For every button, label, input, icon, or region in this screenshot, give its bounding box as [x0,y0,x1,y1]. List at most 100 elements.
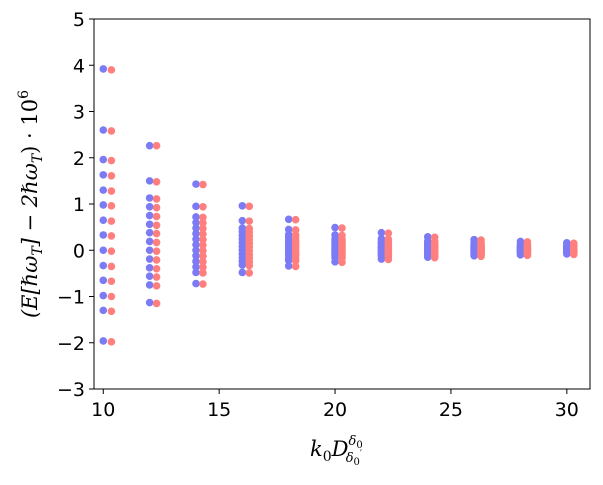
data-point-s2-c1-p12 [152,282,161,290]
data-point-s2-c0-p0 [107,66,116,74]
y-tick-label-3: 0 [73,240,85,262]
data-point-s2-c0-p13 [107,338,116,346]
x-label-part-prime: ′ [360,449,363,460]
x-axis-ticks: 10 15 20 25 30 [91,389,579,421]
y-axis-ticks: −3 −2 −1 0 1 2 3 4 5 [57,9,94,401]
data-point-s2-c1-p2 [152,195,161,203]
data-point-s2-c0-p4 [107,187,116,195]
data-point-s1-c2-p4 [192,224,200,232]
data-point-s1-c1-p2 [145,194,154,202]
data-point-s1-c2-p2 [192,213,200,221]
data-point-s1-c3-p0 [238,202,247,210]
data-point-s1-c0-p8 [99,246,108,255]
data-point-s1-c1-p0 [145,141,154,150]
x-tick-label-1: 15 [207,399,231,421]
data-point-s2-c4-p13 [291,262,300,271]
data-point-s2-c6-p13 [384,255,393,264]
x-tick-label-4: 30 [555,399,579,421]
data-point-s1-c0-p10 [99,276,108,285]
data-point-s2-c2-p2 [199,213,207,222]
x-tick-label-3: 25 [439,399,463,421]
data-point-s1-c8-p13 [470,252,478,260]
data-point-s2-c2-p0 [199,180,207,189]
data-point-s1-c2-p11 [192,263,200,271]
data-point-s1-c1-p3 [145,202,154,211]
data-point-s2-c7-p13 [430,253,439,262]
data-point-s1-c3-p13 [238,268,247,277]
data-point-s2-c0-p7 [107,232,116,240]
plot-frame [93,18,591,390]
data-point-s1-c0-p9 [99,261,108,270]
data-point-s2-c0-p6 [107,217,116,225]
data-point-s1-c2-p9 [192,252,200,260]
data-point-s1-c1-p10 [145,264,154,272]
data-point-s1-c2-p10 [192,257,200,266]
y-tick-label-5: 2 [73,148,85,170]
data-point-s2-c0-p5 [107,202,116,210]
data-point-s2-c1-p11 [152,273,161,281]
data-point-s2-c2-p9 [199,252,207,261]
data-point-s2-c1-p3 [152,203,161,212]
data-point-s1-c1-p12 [145,281,154,289]
y-tick-label-7: 4 [73,55,85,77]
data-point-s1-c1-p7 [145,237,154,246]
y-label-part-2-sub: T [30,245,46,256]
data-point-s1-c6-p13 [377,255,386,263]
data-point-s2-c1-p8 [152,247,161,255]
y-tick-label-6: 3 [73,102,85,124]
data-point-s1-c0-p1 [99,126,108,134]
data-point-s2-c4-p12 [291,257,300,265]
x-label-part-0-sub: 0 [323,449,332,465]
data-point-s2-c1-p9 [152,256,161,264]
data-point-s1-c2-p3 [192,218,200,227]
data-point-s2-c5-p13 [338,258,346,267]
data-point-s2-c2-p7 [199,241,207,249]
data-point-s1-c0-p3 [99,171,108,179]
data-point-s2-c0-p9 [107,262,116,271]
data-point-s2-c2-p4 [199,224,207,233]
data-point-s2-c2-p5 [199,230,207,238]
data-point-s1-c4-p0 [284,215,293,224]
data-point-s1-c2-p5 [192,229,200,238]
data-point-s1-c9-p13 [516,251,525,259]
x-axis-label: k0Dδ0 δ0′ [310,434,363,468]
data-point-s1-c0-p4 [99,186,108,194]
x-label-part-0-sub-2: 0 [356,440,362,451]
data-point-s1-c1-p5 [145,220,154,229]
x-tick-label-0: 10 [91,399,115,421]
points-layer [99,65,578,346]
y-tick-label-1: −2 [57,333,85,355]
data-point-s1-c5-p13 [331,258,339,266]
y-label-part-1: (E[ℏω [18,256,42,318]
data-point-s2-c3-p12 [245,261,254,270]
data-point-s2-c1-p5 [152,221,161,230]
data-point-s2-c1-p6 [152,229,161,238]
data-point-s1-c7-p13 [423,253,432,261]
data-point-s1-c0-p12 [99,306,108,315]
data-point-s1-c0-p6 [99,216,108,224]
data-point-s1-c4-p12 [284,256,293,265]
x-tick-label-2: 20 [323,399,347,421]
data-point-s2-c2-p3 [199,219,207,227]
data-point-s2-c2-p13 [199,280,207,288]
data-point-s1-c0-p2 [99,155,108,164]
data-point-s2-c2-p10 [199,258,207,266]
data-point-s1-c0-p0 [99,65,108,73]
data-point-s2-c1-p0 [152,141,161,150]
data-point-s2-c9-p13 [523,251,532,260]
data-point-s1-c1-p8 [145,246,154,255]
data-point-s1-c0-p11 [99,291,108,300]
data-point-s2-c6-p0 [384,229,393,237]
x-label-part-k: k [310,437,323,461]
data-point-s2-c0-p1 [107,127,116,135]
data-point-s2-c1-p4 [152,212,161,221]
data-point-s1-c1-p9 [145,255,154,263]
data-point-s2-c1-p7 [152,238,161,247]
x-label-part-delta: δ [349,434,357,449]
data-point-s2-c0-p2 [107,156,116,165]
data-point-s2-c1-p1 [152,178,161,186]
y-tick-label-8: 5 [73,9,85,31]
data-point-s2-c3-p1 [245,217,254,225]
data-point-s2-c1-p10 [152,264,161,273]
data-point-s2-c2-p6 [199,235,207,244]
